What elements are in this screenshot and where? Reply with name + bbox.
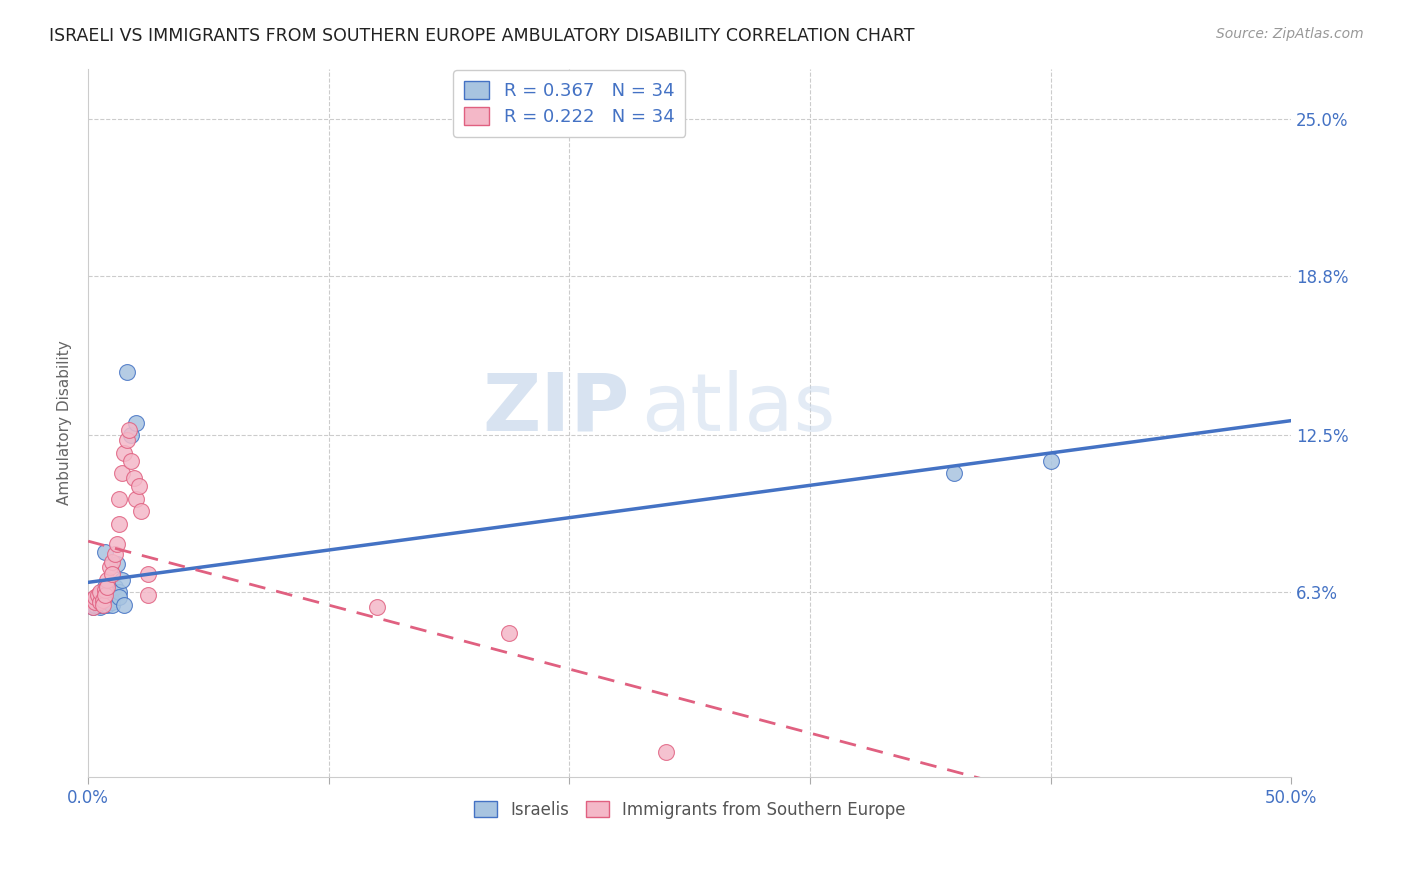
Point [129,504,152,518]
Legend: Israelis, Immigrants from Southern Europe: Israelis, Immigrants from Southern Europ… [467,794,912,825]
Point [101,555,124,569]
Point [115,434,138,448]
Point [112,598,135,612]
Point [91,585,114,599]
Point [1039,453,1062,467]
Text: atlas: atlas [641,369,837,448]
Point [121,453,143,467]
Point [111,467,134,481]
Point [91,598,114,612]
Point [89,595,111,609]
Point [98,591,121,605]
Point [79,592,101,607]
Point [91,598,114,612]
Point [94,580,117,594]
Point [125,416,148,430]
Point [84,591,107,605]
Point [79,592,101,607]
Point [498,625,520,640]
Point [98,592,121,607]
Point [91,592,114,607]
Point [112,446,135,460]
Point [94,588,117,602]
Point [96,573,118,587]
Point [94,545,117,559]
Point [104,547,127,561]
Point [104,580,127,594]
Point [98,560,121,574]
Point [84,598,107,612]
Point [84,595,107,609]
Point [84,595,107,609]
Point [96,595,118,609]
Point [82,600,104,615]
Point [943,467,966,481]
Point [121,428,143,442]
Point [101,595,124,609]
Point [108,491,131,506]
Point [89,595,111,609]
Point [82,600,104,615]
Point [105,558,128,572]
Point [96,598,118,612]
Point [118,423,141,437]
Point [366,600,388,615]
Point [91,592,114,607]
Point [87,591,110,605]
Y-axis label: Ambulatory Disability: Ambulatory Disability [58,341,72,505]
Text: Source: ZipAtlas.com: Source: ZipAtlas.com [1216,27,1364,41]
Point [108,516,131,531]
Point [136,567,159,582]
Point [136,588,159,602]
Point [125,491,148,506]
Point [101,598,124,612]
Point [654,745,676,759]
Point [108,591,131,605]
Text: ZIP: ZIP [482,369,630,448]
Point [89,598,111,612]
Point [115,365,138,379]
Point [108,585,131,599]
Point [82,598,104,612]
Point [128,479,150,493]
Point [87,588,110,602]
Point [84,592,107,607]
Point [122,471,145,485]
Text: ISRAELI VS IMMIGRANTS FROM SOUTHERN EUROPE AMBULATORY DISABILITY CORRELATION CHA: ISRAELI VS IMMIGRANTS FROM SOUTHERN EURO… [49,27,915,45]
Point [87,595,110,609]
Point [101,567,124,582]
Point [96,580,118,594]
Point [89,585,111,599]
Point [94,582,117,597]
Point [105,537,128,551]
Point [96,592,118,607]
Point [89,600,111,615]
Point [111,573,134,587]
